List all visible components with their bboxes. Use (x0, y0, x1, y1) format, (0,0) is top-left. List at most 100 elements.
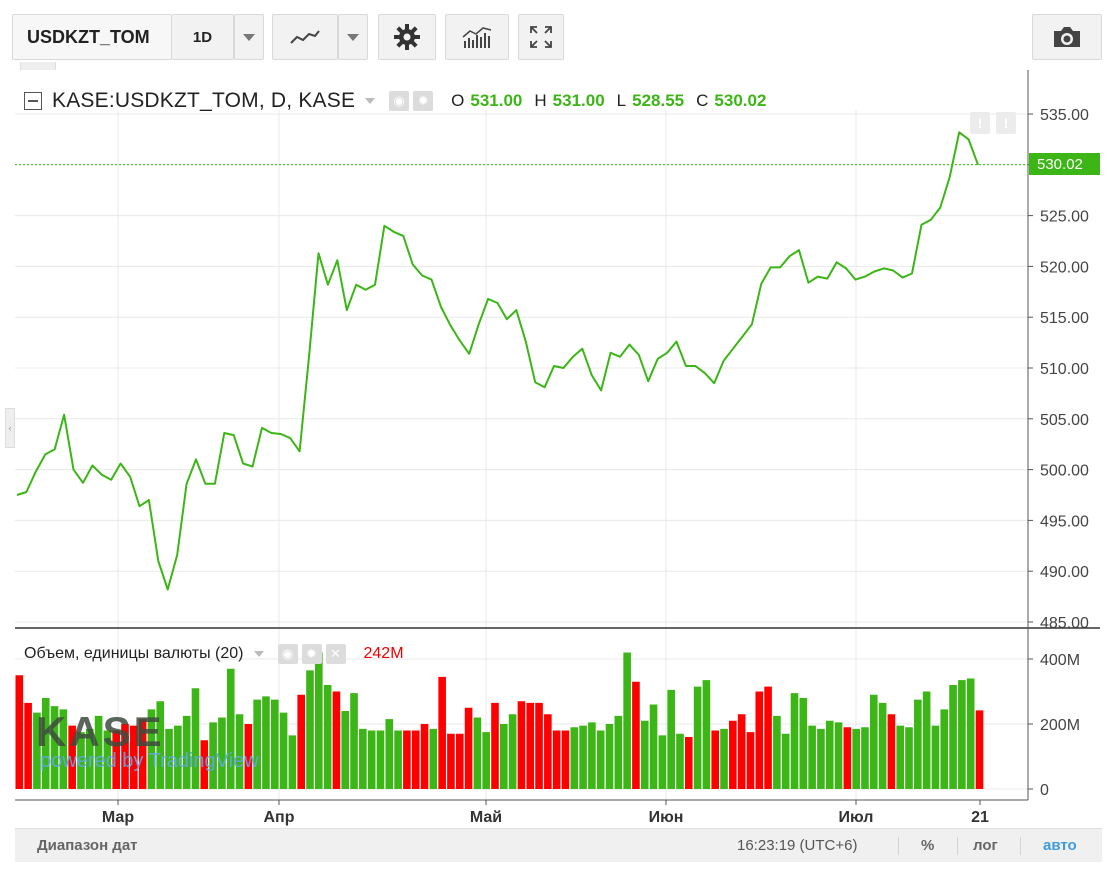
volume-bar (200, 740, 209, 789)
kase-logo: KASE (36, 708, 165, 756)
eye-icon[interactable]: ◉ (389, 91, 410, 111)
volume-bar (359, 728, 367, 789)
price-chart-canvas[interactable]: 485.00 490.00 495.00 500.00 505.00 510.00 515.… (0, 0, 1112, 830)
fullscreen-button[interactable] (518, 14, 564, 60)
volume-bar (112, 730, 121, 789)
volume-bar (244, 724, 253, 789)
volume-bar (429, 728, 438, 789)
indicators-button[interactable] (445, 14, 509, 60)
y-tick-label: 535.00 (1040, 107, 1089, 124)
volume-bar (773, 715, 781, 789)
volume-bar (817, 728, 825, 789)
close-icon[interactable]: ✕ (325, 644, 346, 664)
volume-bar (315, 652, 323, 789)
volume-bar (808, 725, 816, 789)
volume-bar (649, 704, 658, 789)
volume-bar (922, 691, 931, 789)
symbol-search-button[interactable]: USDKZT_TOM (12, 14, 172, 60)
volume-bar (341, 711, 350, 789)
volume-bars (15, 652, 984, 789)
y-tick-label: 0 (1040, 782, 1049, 799)
chevron-down-icon[interactable] (365, 98, 376, 104)
volume-bar (605, 724, 614, 789)
main-legend: KASE:USDKZT_TOM, D, KASE ◉ ✹ O 531.00 H … (24, 88, 772, 114)
volume-bar (482, 732, 490, 789)
high-value: 531.00 (552, 91, 605, 110)
volume-bar (403, 730, 411, 789)
volume-bar (438, 676, 446, 789)
exclamation-icon[interactable]: ! (996, 112, 1016, 134)
gear-icon[interactable]: ✹ (413, 91, 434, 111)
volume-bar (306, 670, 314, 789)
volume-bar (632, 681, 640, 789)
volume-bar (297, 694, 305, 789)
log-scale-button[interactable]: лог (973, 837, 998, 854)
volume-bar (367, 730, 376, 789)
volume-legend: Объем, единицы валюты (20) ◉ ✹ ✕ 242M (24, 642, 404, 666)
volume-bar (658, 735, 667, 789)
chart-toolbar: USDKZT_TOM 1D (0, 0, 1112, 70)
alert-icons: ! ! (970, 112, 1016, 134)
volume-bar (85, 728, 94, 789)
volume-bar (121, 724, 129, 789)
volume-bar (975, 710, 984, 789)
volume-bar (218, 717, 226, 789)
volume-bar (130, 725, 138, 789)
volume-legend-title: Объем, единицы валюты (20) (24, 645, 244, 662)
volume-bar (235, 714, 244, 789)
volume-bar (385, 719, 394, 789)
x-tick-label: Июл (839, 809, 874, 826)
volume-bar (59, 709, 68, 789)
volume-bar (676, 733, 684, 789)
volume-bar (68, 725, 76, 789)
bottom-toolbar: Диапазон дат 16:23:19 (UTC+6) % лог авто (15, 828, 1102, 862)
volume-bar (764, 686, 772, 789)
volume-bar (755, 691, 764, 789)
volume-bar (270, 699, 279, 789)
chart-style-button[interactable] (272, 14, 338, 60)
left-panel-handle[interactable]: ‹ (5, 408, 15, 448)
volume-bar (702, 680, 711, 789)
open-label: O (451, 91, 465, 110)
volume-bar (869, 694, 878, 789)
date-range-button[interactable]: Диапазон дат (37, 837, 138, 854)
exclamation-icon[interactable]: ! (970, 112, 990, 134)
volume-bar (596, 730, 605, 789)
eye-icon[interactable]: ◉ (277, 644, 298, 664)
volume-bar (103, 730, 112, 789)
close-value: 530.02 (714, 91, 767, 110)
chart-style-dropdown-button[interactable] (338, 14, 368, 60)
y-tick-label: 485.00 (1040, 615, 1089, 632)
volume-bar (41, 698, 50, 789)
volume-bar (500, 724, 508, 789)
screenshot-button[interactable] (1032, 14, 1102, 60)
gear-icon[interactable]: ✹ (301, 644, 322, 664)
volume-bar (517, 701, 526, 789)
volume-bar (958, 680, 966, 789)
grid-lines (15, 70, 1028, 800)
volume-bar (684, 737, 693, 789)
auto-scale-button[interactable]: авто (1043, 837, 1077, 854)
volume-bar (147, 709, 156, 789)
volume-bar (861, 727, 869, 789)
volume-bar (288, 735, 297, 789)
volume-bar (667, 689, 675, 789)
volume-bar (420, 724, 429, 789)
volume-bar (138, 719, 147, 789)
volume-bar (834, 722, 843, 789)
volume-bar (94, 715, 103, 789)
volume-bar (878, 702, 887, 789)
volume-bar (33, 712, 41, 789)
x-tick-label: Июн (649, 809, 684, 826)
chevron-down-icon[interactable] (253, 651, 264, 657)
open-value: 531.00 (470, 91, 523, 110)
percent-scale-button[interactable]: % (921, 837, 935, 854)
collapse-icon[interactable] (24, 92, 42, 110)
volume-bar (15, 675, 24, 789)
volume-bar (561, 730, 570, 789)
interval-button[interactable]: 1D (172, 14, 234, 60)
interval-dropdown-button[interactable] (234, 14, 264, 60)
y-tick-label: 520.00 (1040, 259, 1089, 276)
price-series (15, 131, 1028, 591)
settings-button[interactable] (378, 14, 436, 60)
